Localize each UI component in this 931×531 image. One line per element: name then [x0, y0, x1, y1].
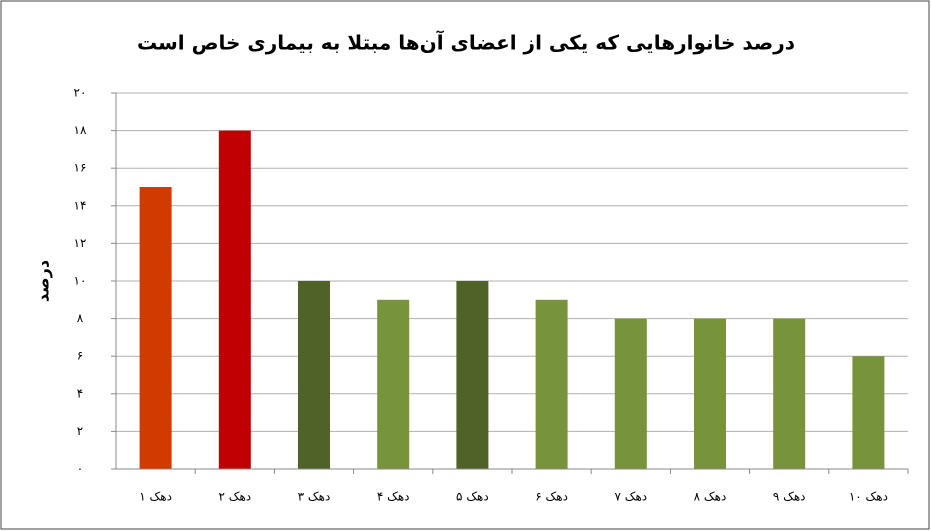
y-tick-label: ۱۶	[74, 161, 87, 175]
y-axis-label: درصد	[34, 260, 53, 302]
bar	[218, 130, 251, 469]
x-tick-label: دهک ۳	[298, 490, 331, 504]
x-tick-label: دهک ۵	[456, 490, 489, 504]
chart-title: درصد خانوارهایی که یکی از اعضای آن‌ها مب…	[137, 30, 795, 55]
x-tick-label: دهک ۴	[377, 490, 410, 504]
y-tick-label: ۲	[77, 424, 83, 438]
y-tick-label: ۱۲	[74, 236, 87, 250]
bar	[456, 281, 489, 469]
bar	[139, 187, 172, 469]
bar	[694, 318, 726, 469]
y-tick-label: ۶	[77, 349, 83, 363]
x-tick-label: دهک ۱۰	[849, 490, 888, 504]
x-tick-label: دهک ۷	[614, 490, 647, 504]
y-tick-label: ۱۰	[74, 274, 87, 288]
bar	[535, 299, 568, 469]
y-tick-label: ۱۸	[74, 123, 87, 137]
bar	[773, 318, 806, 469]
bar	[377, 299, 410, 469]
bar	[298, 281, 330, 469]
bar	[852, 356, 885, 469]
y-tick-label: ۰	[77, 462, 83, 476]
y-tick-label: ۲۰	[74, 86, 87, 100]
x-tick-label: دهک ۱	[139, 490, 172, 504]
x-tick-label: دهک ۲	[218, 490, 251, 504]
x-tick-label: دهک ۶	[535, 490, 568, 504]
x-tick-label: دهک ۹	[773, 490, 806, 504]
y-tick-label: ۱۴	[74, 198, 87, 212]
y-tick-label: ۴	[77, 386, 83, 400]
x-tick-label: دهک ۸	[694, 490, 727, 504]
y-tick-label: ۸	[77, 311, 84, 325]
bar	[614, 318, 647, 469]
